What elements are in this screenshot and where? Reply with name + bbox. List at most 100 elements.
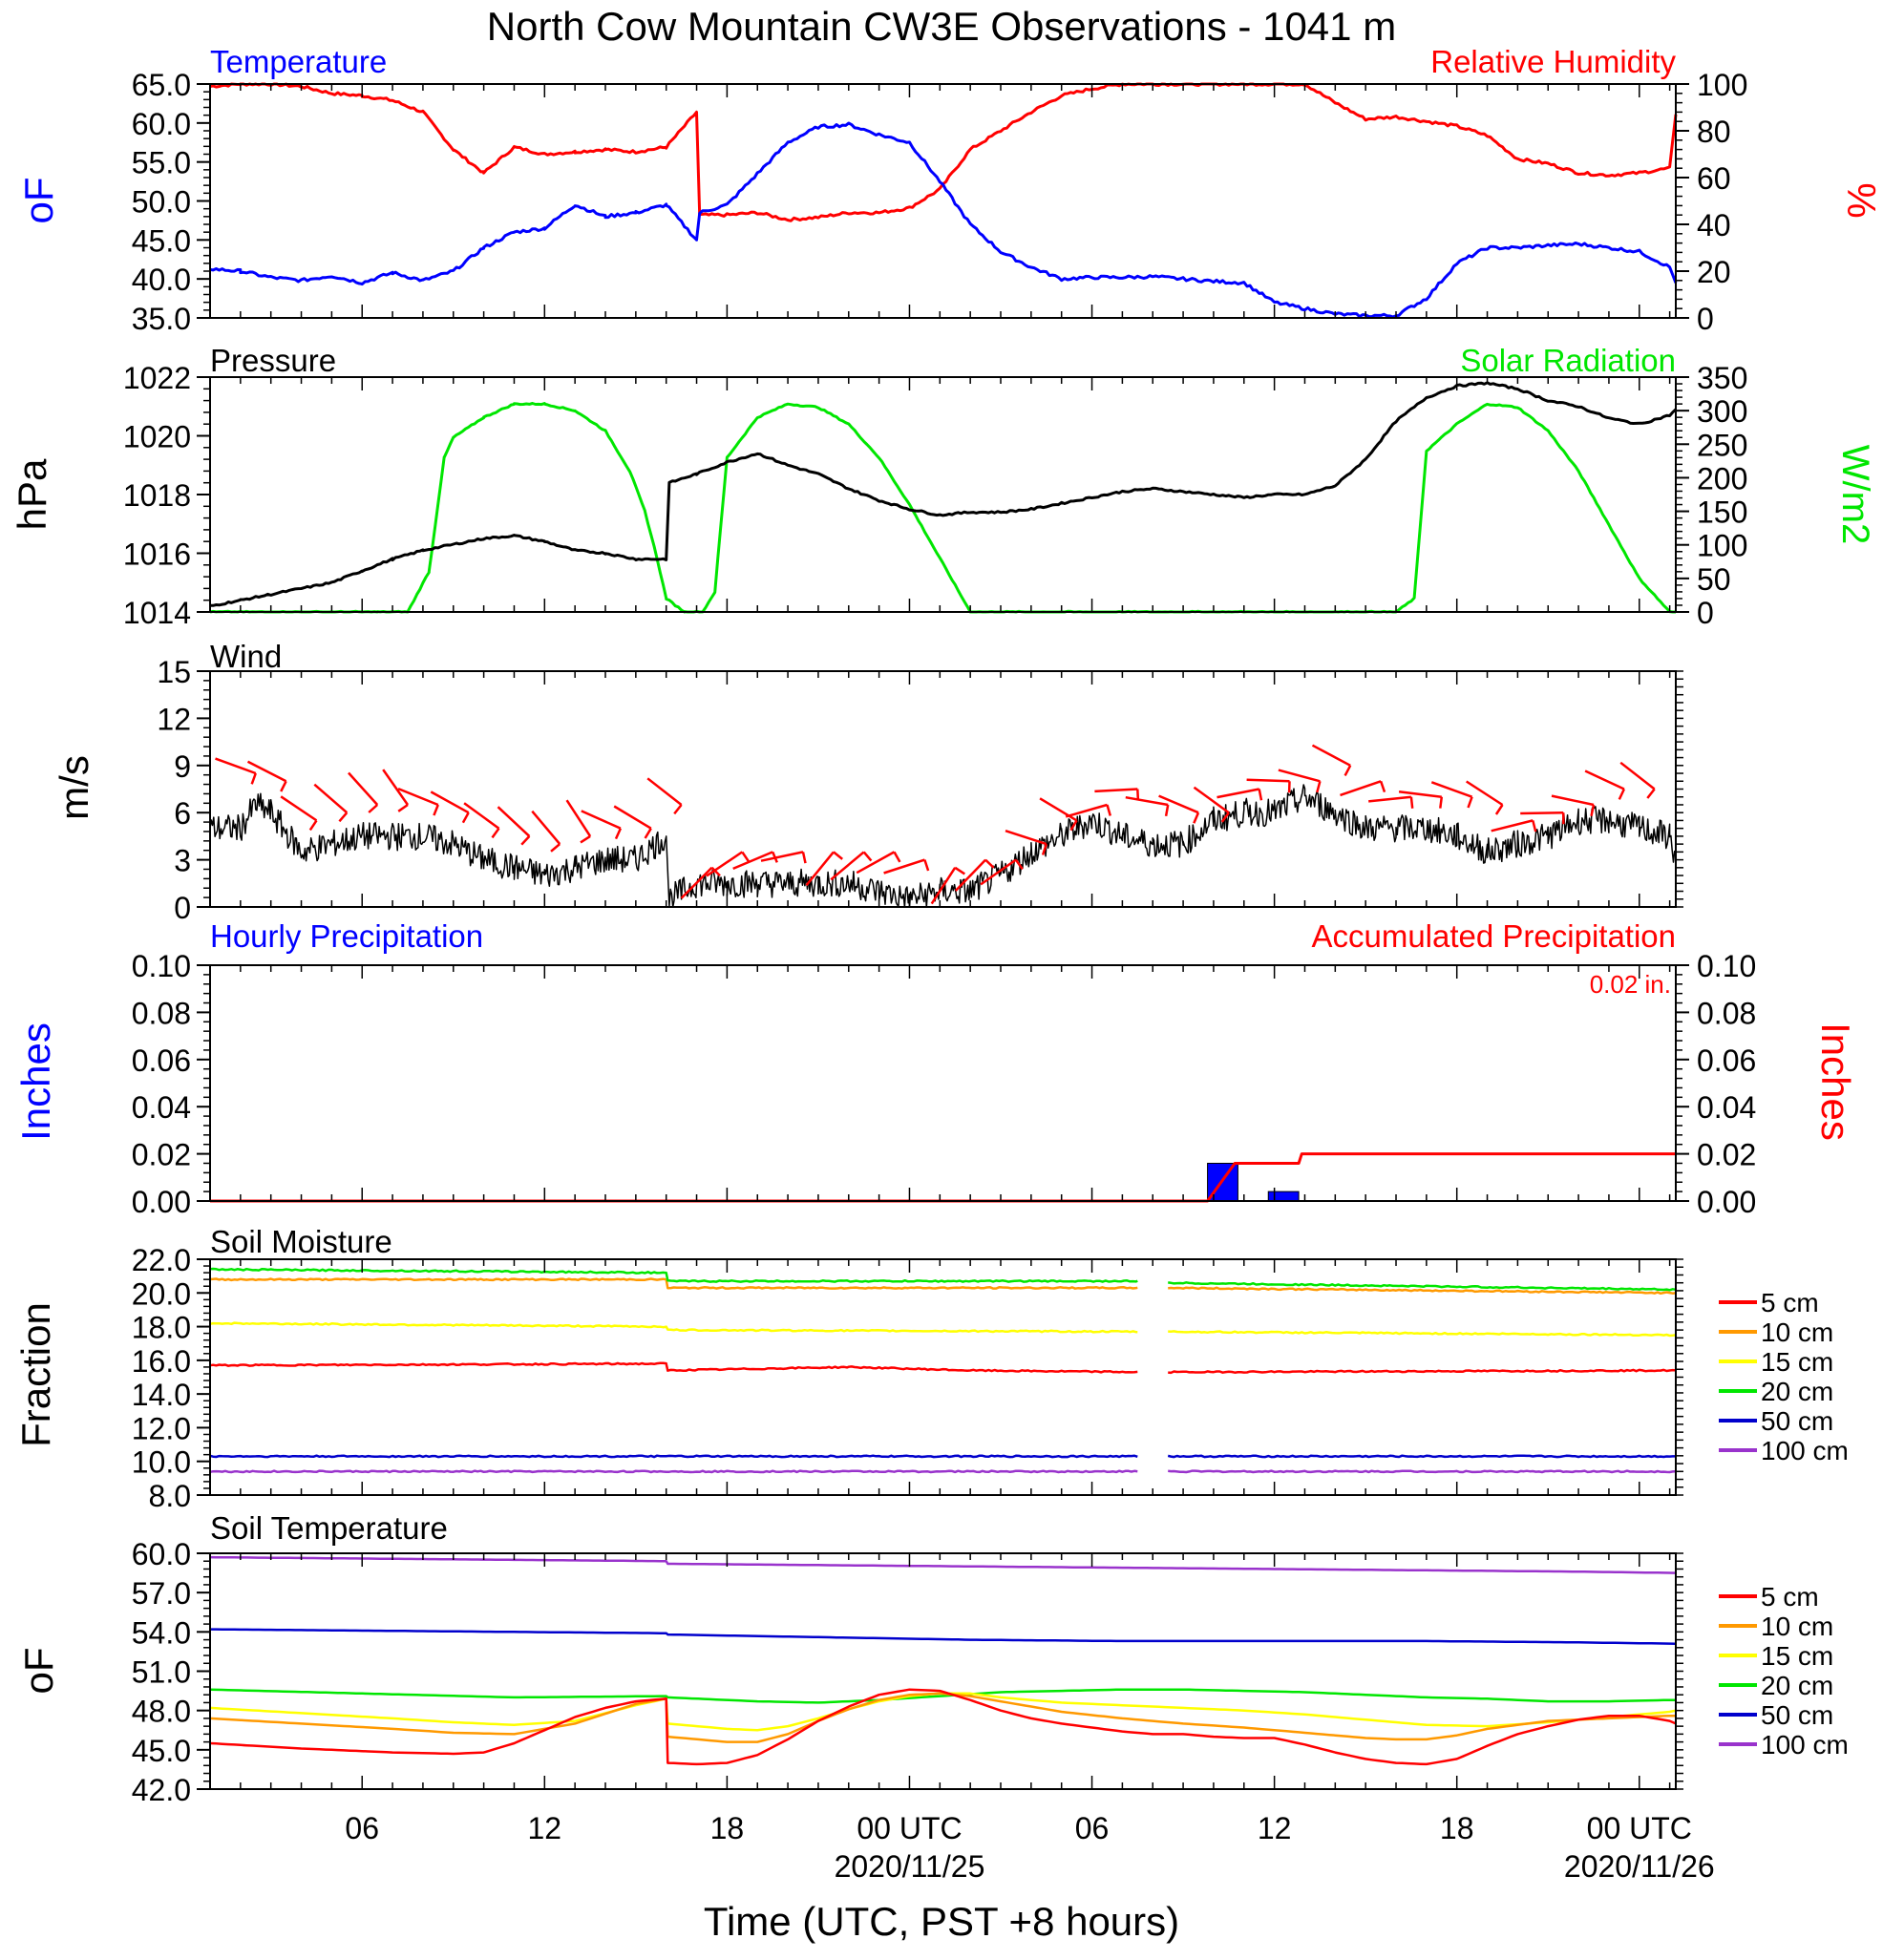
plot-frame-soil-temperature: [209, 1552, 1677, 1790]
wind-barb: [1520, 811, 1564, 815]
series-line-moisture-20cm: [209, 1267, 1677, 1292]
wind-barb-flag: [893, 851, 901, 863]
ytick-label: 57.0: [132, 1576, 191, 1611]
series-line-moisture-10cm: [209, 1277, 1677, 1296]
wind-barb-flag: [1494, 804, 1504, 815]
wind-barb: [463, 802, 500, 830]
legend-label: 5 cm: [1761, 1582, 1819, 1612]
wind-barb-flag: [1164, 804, 1170, 817]
xtick-label: 18: [1440, 1811, 1474, 1845]
series-line-moisture-100cm: [209, 1469, 1677, 1474]
series-line-soiltemp-100cm: [209, 1555, 1677, 1574]
panel-wind: Wind m/s 15 12 9 6 3 0: [52, 639, 1683, 925]
wind-barb-flag: [1379, 780, 1386, 793]
ytick-label: 350: [1697, 361, 1747, 395]
ytick-label: 0.10: [1697, 949, 1756, 983]
panel-soil-temperature: Soil Temperature oF 60.0 57.0 54.0 51.0 48.0…: [16, 1510, 1849, 1884]
ytick-label: 51.0: [132, 1655, 191, 1690]
wind-barb: [1584, 769, 1625, 790]
ytick-label: 3: [174, 844, 191, 878]
wind-barb: [1217, 788, 1259, 799]
ytick-label: 6: [174, 796, 191, 831]
wind-barb: [805, 851, 835, 887]
ytick-label: 0.02: [1697, 1138, 1756, 1172]
yticks-soil-moisture: 22.020.018.016.014.012.010.08.0: [132, 1243, 210, 1513]
wind-barb-flag: [1646, 788, 1656, 799]
yticks-hourly-precip: 0.10 0.08 0.06 0.04 0.02 0.00: [132, 949, 210, 1219]
wind-barb: [382, 769, 410, 806]
series-line-relative-humidity: [209, 82, 1678, 222]
panel-title-wind: Wind: [210, 639, 282, 674]
plot-frame-temperature: [209, 83, 1677, 319]
wind-barb: [1340, 780, 1382, 797]
ytick-label: 0.02: [132, 1138, 191, 1172]
series-line-moisture-50cm: [209, 1454, 1676, 1459]
panel-title-hourly-precip: Hourly Precipitation: [210, 918, 483, 954]
wind-barb-flag: [954, 866, 965, 875]
wind-barb-flag: [984, 858, 995, 869]
plot-frame-soil-moisture: [209, 1258, 1677, 1496]
series-line-soiltemp-50cm: [210, 1628, 1677, 1645]
yticks-pressure: 1022 1020 1018 1016 1014: [123, 361, 210, 630]
plot-frame-wind: [209, 670, 1677, 908]
ytick-label: 0.06: [132, 1043, 191, 1078]
wind-barb: [581, 810, 622, 830]
ytick-label: 1016: [123, 537, 191, 572]
wind-barb: [1368, 795, 1412, 803]
wind-barb: [1311, 744, 1351, 767]
wind-barb: [1094, 788, 1138, 793]
ytick-label: 20.0: [132, 1276, 191, 1311]
ytick-label: 48.0: [132, 1695, 191, 1729]
wind-barb: [1619, 761, 1656, 790]
wind-barb: [1158, 794, 1199, 814]
wind-barb-flag: [550, 843, 561, 853]
legend-label: 15 cm: [1761, 1347, 1833, 1377]
legend-label: 5 cm: [1761, 1288, 1819, 1317]
wind-barb-flag: [923, 859, 930, 872]
wind-barb: [883, 858, 925, 875]
wind-barb-flag: [1069, 819, 1078, 832]
ytick-label: 0.06: [1697, 1043, 1756, 1078]
wind-barb-flag: [308, 819, 318, 832]
ytick-label: 0.08: [1697, 996, 1756, 1030]
wind-barb: [954, 858, 986, 892]
wind-barb-flag: [1258, 789, 1263, 801]
panel-temperature: Temperature Relative Humidity oF % 65.06…: [16, 44, 1883, 336]
wind-barb: [680, 866, 713, 899]
series-line-moisture-15cm: [209, 1321, 1677, 1338]
precip-bar: [1267, 1191, 1300, 1202]
panel-title-temperature: Temperature: [210, 44, 387, 79]
wind-barb-flag: [1014, 858, 1024, 871]
ytick-label: 100: [1697, 529, 1747, 563]
wind-barb-flag: [673, 804, 683, 815]
ytick-label: 150: [1697, 495, 1747, 530]
wind-barb: [497, 806, 531, 837]
xtick-label: 18: [710, 1811, 745, 1845]
series-line-accumulated-precip: [210, 1152, 1676, 1203]
wind-barb: [280, 795, 318, 822]
page-title: North Cow Mountain CW3E Observations - 1…: [487, 4, 1396, 49]
wind-barb-flag: [833, 851, 843, 860]
legend-label: 10 cm: [1761, 1612, 1833, 1641]
ytick-label: 1022: [123, 361, 191, 395]
wind-barb: [313, 783, 349, 814]
wind-barb: [980, 858, 1017, 886]
xtick-label: 06: [1075, 1811, 1110, 1845]
wind-barb: [1278, 769, 1321, 783]
wind-barb: [1491, 819, 1534, 832]
ytick-label: 15: [157, 655, 191, 689]
wind-barb-flag: [1343, 765, 1352, 776]
series-line-wind-speed: [209, 784, 1677, 908]
wind-barb: [215, 757, 257, 775]
yticks-temperature: 65.0 60.0 55.0 50.045.0 40.0 35.0: [132, 68, 210, 336]
series-group-soil-temperature: [209, 1552, 1683, 1790]
series-group-pressure: [209, 377, 1678, 614]
ytick-label: 60: [1697, 161, 1731, 196]
ytick-label: 0.00: [1697, 1185, 1756, 1219]
wind-barb-flag: [580, 834, 591, 844]
panel-precipitation: Hourly Precipitation Accumulated Precipi…: [13, 918, 1858, 1219]
xtick-date: 2020/11/25: [835, 1849, 985, 1884]
series-group-wind: [209, 670, 1683, 908]
wind-barb-flag: [801, 852, 807, 864]
